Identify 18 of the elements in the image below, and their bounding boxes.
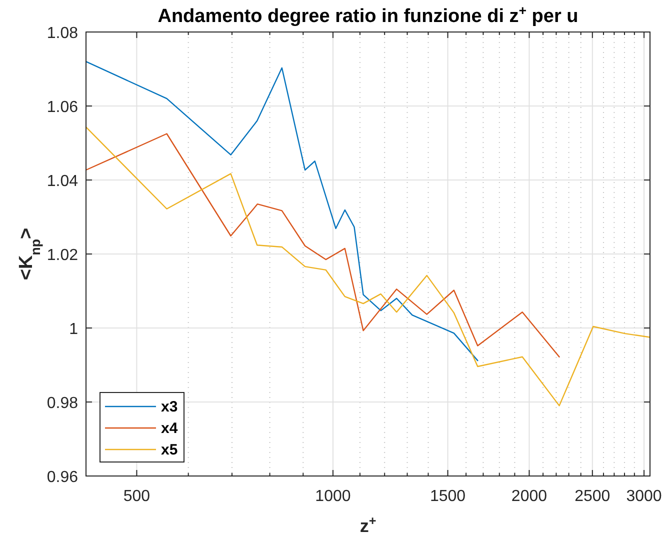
y-tick-label: 1.02 <box>46 247 78 264</box>
x-tick-label: 2000 <box>511 488 548 505</box>
x-tick-label: 1500 <box>430 488 466 505</box>
y-tick-label: 1 <box>69 321 78 338</box>
legend-label: x5 <box>161 442 178 458</box>
legend-label: x3 <box>161 398 178 416</box>
x-axis-title: z$^{+}$ <box>360 514 376 536</box>
y-tick-label: 1.06 <box>46 99 78 116</box>
y-tick-label: 1.08 <box>46 25 78 42</box>
legend-label: x4 <box>161 420 178 437</box>
y-tick-label: 0.96 <box>46 469 78 486</box>
x-tick-label: 1000 <box>315 488 351 505</box>
y-tick-label: 1.04 <box>46 173 78 190</box>
x-tick-label: 3000 <box>626 488 662 505</box>
chart-title: Andamento degree ratio in funzione di z$^{+}$ per u <box>158 2 578 27</box>
y-tick-label: 0.98 <box>46 395 78 412</box>
x-tick-label: 500 <box>123 488 150 505</box>
x-tick-label: 2500 <box>574 488 610 505</box>
